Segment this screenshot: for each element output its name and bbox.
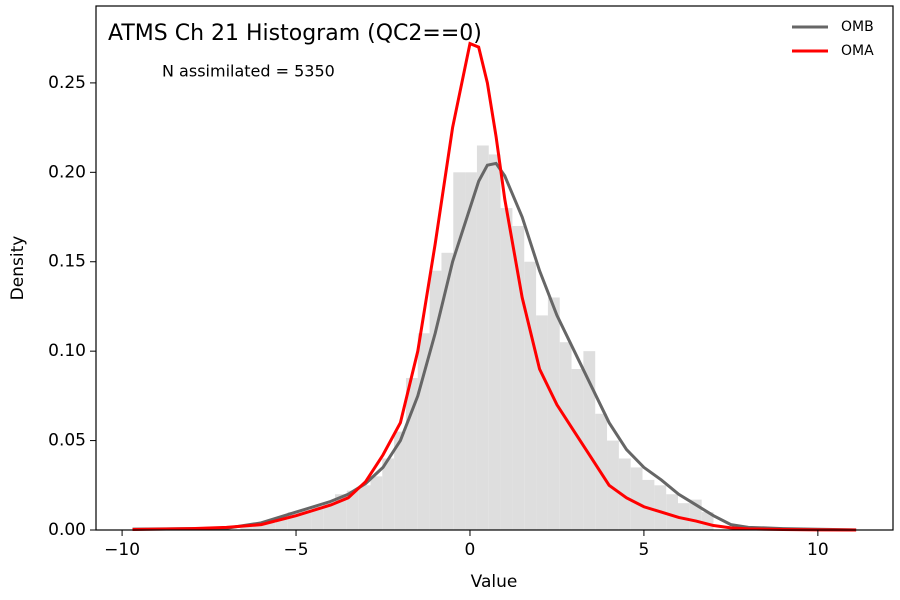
x-tick-label: −10: [104, 540, 140, 560]
histogram-bar: [547, 297, 560, 530]
histogram-bar: [488, 154, 501, 530]
x-tick-label: −5: [284, 540, 309, 560]
density-line: [132, 41, 857, 532]
x-tick-label: 0: [465, 540, 476, 560]
histogram-bar: [370, 476, 383, 530]
histogram-bar: [465, 172, 477, 531]
histogram-bar: [689, 499, 702, 530]
histogram-bar: [607, 440, 619, 530]
histogram-bar: [334, 494, 347, 530]
histogram-bar: [358, 485, 371, 530]
x-axis-label: Value: [471, 572, 518, 592]
y-tick-label: 0.15: [48, 252, 86, 272]
histogram-bar: [453, 172, 466, 531]
histogram-bar: [524, 261, 537, 530]
histogram-bar: [571, 369, 584, 530]
legend-label: OMB: [841, 19, 874, 35]
histogram-bar: [666, 494, 679, 530]
histogram-bar: [405, 377, 418, 530]
histogram-bar: [583, 351, 596, 530]
annotation: N assimilated = 5350: [162, 62, 335, 81]
chart-title: ATMS Ch 21 Histogram (QC2==0): [108, 21, 482, 46]
plot-frame: [95, 5, 894, 531]
histogram-bar: [678, 503, 690, 530]
histogram-bar: [630, 467, 643, 530]
y-tick-label: 0.10: [48, 341, 86, 361]
histogram-bar: [252, 524, 265, 530]
histogram-bar: [618, 458, 631, 530]
histogram-bar: [382, 458, 395, 530]
histogram-bar: [559, 342, 572, 530]
y-tick-label: 0.20: [48, 162, 86, 182]
y-tick-label: 0.25: [48, 73, 86, 93]
histogram-bar: [275, 519, 288, 530]
histogram-bar: [500, 208, 513, 530]
histogram-bar: [264, 522, 276, 530]
histogram-bar: [287, 512, 300, 530]
histogram-bar: [240, 524, 253, 530]
histogram-bar: [536, 315, 548, 530]
histogram-bar: [346, 490, 359, 530]
histogram-bar: [642, 479, 655, 530]
histogram-bar: [476, 145, 489, 530]
histogram-bar: [323, 503, 335, 530]
histogram-bar: [394, 431, 406, 530]
y-tick-label: 0.05: [48, 431, 86, 451]
histogram-bar: [311, 506, 324, 530]
histogram-bar: [701, 512, 714, 530]
histogram-bar: [654, 485, 667, 530]
histogram-bar: [441, 252, 454, 530]
y-axis-label: Density: [8, 236, 28, 301]
histogram-bar: [429, 270, 442, 530]
density-line: [132, 161, 857, 532]
histogram-bar: [299, 510, 312, 530]
x-tick-label: 10: [807, 540, 829, 560]
histogram-bar: [512, 225, 525, 530]
legend-label: OMA: [841, 43, 874, 59]
x-tick-label: 5: [639, 540, 650, 560]
y-tick-label: 0.00: [48, 520, 86, 540]
histogram-bar: [417, 333, 430, 530]
